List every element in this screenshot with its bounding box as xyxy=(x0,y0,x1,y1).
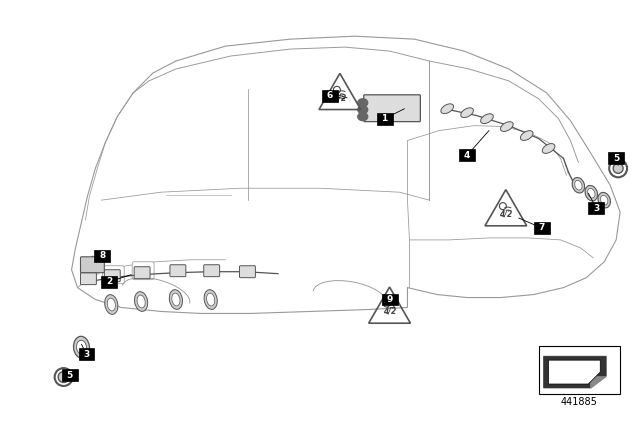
Text: 7: 7 xyxy=(538,224,545,233)
Ellipse shape xyxy=(137,295,145,308)
FancyBboxPatch shape xyxy=(377,113,392,125)
FancyBboxPatch shape xyxy=(61,369,77,381)
Ellipse shape xyxy=(134,292,148,311)
Ellipse shape xyxy=(108,298,115,311)
Polygon shape xyxy=(548,360,600,384)
Text: 4/2: 4/2 xyxy=(499,210,513,219)
FancyBboxPatch shape xyxy=(608,152,624,164)
FancyBboxPatch shape xyxy=(534,222,550,234)
FancyBboxPatch shape xyxy=(132,262,154,280)
FancyBboxPatch shape xyxy=(81,273,97,284)
Ellipse shape xyxy=(542,143,555,153)
Ellipse shape xyxy=(613,164,623,173)
Ellipse shape xyxy=(500,122,513,132)
Text: 8: 8 xyxy=(99,251,106,260)
Ellipse shape xyxy=(572,177,584,193)
Ellipse shape xyxy=(520,131,533,140)
Text: 4/2: 4/2 xyxy=(333,93,346,102)
Ellipse shape xyxy=(54,368,72,386)
Text: 5: 5 xyxy=(613,154,620,163)
Ellipse shape xyxy=(74,336,90,358)
FancyBboxPatch shape xyxy=(322,90,338,102)
FancyBboxPatch shape xyxy=(104,270,120,282)
Ellipse shape xyxy=(609,159,627,177)
Ellipse shape xyxy=(575,181,582,190)
Ellipse shape xyxy=(598,192,611,208)
Ellipse shape xyxy=(481,114,493,124)
Text: 1: 1 xyxy=(381,114,388,123)
Ellipse shape xyxy=(585,185,598,201)
Ellipse shape xyxy=(172,293,180,306)
Text: 6: 6 xyxy=(327,91,333,100)
FancyBboxPatch shape xyxy=(381,293,397,306)
FancyBboxPatch shape xyxy=(364,95,420,122)
Ellipse shape xyxy=(461,108,474,117)
Ellipse shape xyxy=(58,371,69,383)
Bar xyxy=(539,346,620,394)
Ellipse shape xyxy=(105,295,118,314)
Ellipse shape xyxy=(441,104,454,114)
FancyBboxPatch shape xyxy=(170,265,186,277)
FancyBboxPatch shape xyxy=(81,257,104,273)
Text: 3: 3 xyxy=(593,203,600,213)
Ellipse shape xyxy=(77,340,86,354)
FancyBboxPatch shape xyxy=(134,267,150,279)
Polygon shape xyxy=(590,376,606,388)
Text: 2: 2 xyxy=(106,277,113,286)
Text: 4/2: 4/2 xyxy=(383,307,396,316)
Ellipse shape xyxy=(600,195,608,205)
FancyBboxPatch shape xyxy=(204,265,220,277)
Ellipse shape xyxy=(207,293,215,306)
Text: 9: 9 xyxy=(387,295,393,304)
Ellipse shape xyxy=(358,113,368,121)
Ellipse shape xyxy=(588,188,595,198)
Ellipse shape xyxy=(358,99,368,107)
FancyBboxPatch shape xyxy=(101,276,117,288)
FancyBboxPatch shape xyxy=(102,266,124,284)
Ellipse shape xyxy=(204,290,217,310)
Text: 3: 3 xyxy=(83,350,90,359)
FancyBboxPatch shape xyxy=(95,250,110,262)
FancyBboxPatch shape xyxy=(79,348,95,360)
FancyBboxPatch shape xyxy=(588,202,604,214)
Polygon shape xyxy=(543,356,606,388)
Ellipse shape xyxy=(358,106,368,114)
Text: 5: 5 xyxy=(67,370,73,379)
Text: 441885: 441885 xyxy=(561,397,598,407)
FancyBboxPatch shape xyxy=(459,150,475,161)
Text: 4: 4 xyxy=(464,151,470,160)
FancyBboxPatch shape xyxy=(239,266,255,278)
Ellipse shape xyxy=(170,290,182,310)
